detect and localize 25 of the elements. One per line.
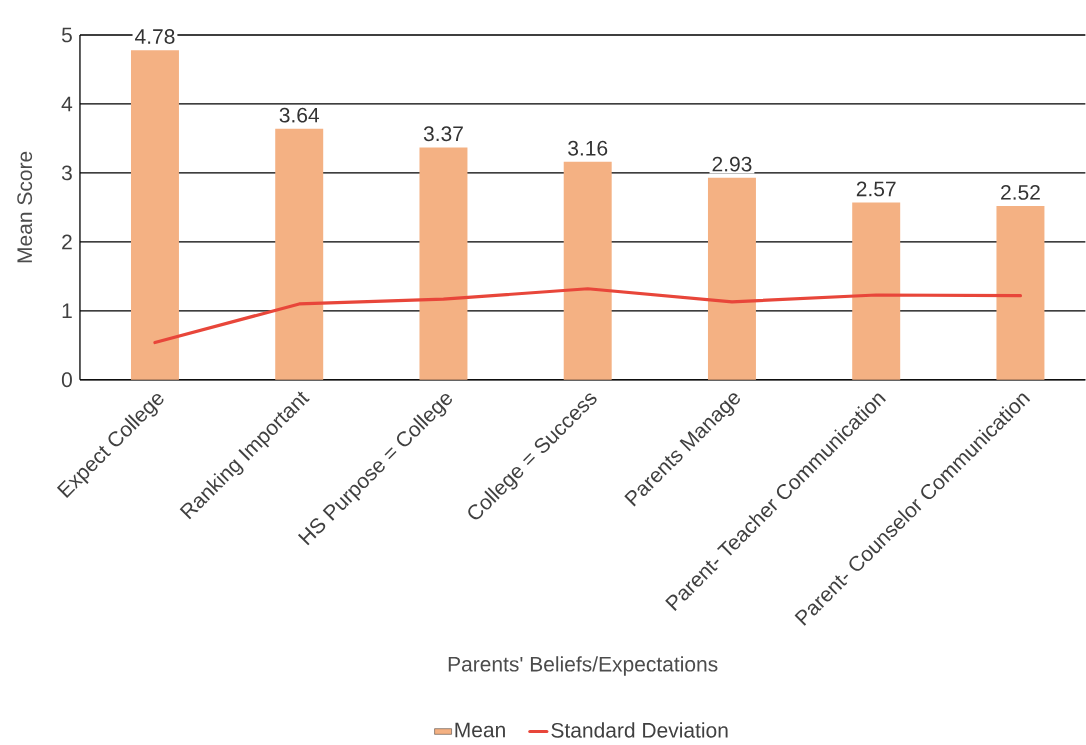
y-tick-label: 1 (62, 303, 72, 319)
bar (852, 202, 901, 380)
bar (275, 128, 324, 380)
data-label: 4.78 (135, 29, 175, 45)
y-tick-label: 0 (61, 372, 72, 388)
bar (130, 50, 179, 380)
data-label: 2.52 (1001, 185, 1040, 200)
data-label: 3.16 (568, 141, 608, 156)
data-label: 2.57 (856, 181, 896, 197)
bar (419, 147, 468, 380)
legend-label: Standard Deviation (551, 722, 728, 738)
y-tick-label: 5 (61, 27, 72, 43)
y-tick-label: 4 (61, 96, 73, 112)
x-axis-title: Parents' Beliefs/Expectations (448, 656, 718, 676)
bar (707, 177, 756, 380)
line-series (153, 287, 1023, 345)
y-tick-label: 2 (62, 234, 72, 250)
y-axis-title: Mean Score (17, 151, 33, 263)
data-label: 3.37 (423, 126, 463, 142)
data-label: 3.64 (279, 107, 320, 123)
data-label: 2.93 (712, 156, 752, 172)
y-tick-label: 3 (61, 165, 72, 181)
bar (996, 206, 1045, 380)
legend-label: Mean (455, 722, 505, 738)
bar (563, 162, 612, 380)
